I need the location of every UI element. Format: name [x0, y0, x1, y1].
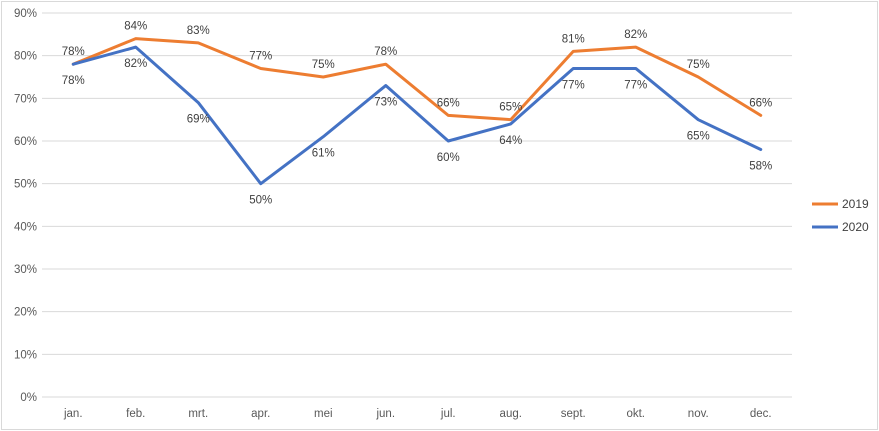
data-label-2019: 82%: [624, 29, 647, 41]
data-label-2019: 66%: [437, 97, 460, 109]
data-label-2019: 78%: [62, 46, 85, 58]
series-lines: [71, 37, 763, 186]
series-line-2020: [71, 45, 763, 186]
x-tick-label: sept.: [561, 408, 586, 420]
x-tick-label: jan.: [63, 408, 83, 420]
y-tick-label: 10%: [14, 349, 37, 361]
y-tick-label: 80%: [14, 51, 37, 63]
data-label-2019: 78%: [374, 46, 397, 58]
x-tick-label: dec.: [750, 408, 772, 420]
legend: 2019 2020: [812, 197, 869, 234]
data-labels: 78% 84% 83% 77% 75% 78% 66% 65% 81% 82% 75% 66% 78% 8…: [62, 21, 773, 207]
x-tick-label: mei: [314, 408, 333, 420]
data-label-2019: 65%: [499, 102, 522, 114]
x-tick-label: feb.: [126, 408, 145, 420]
data-label-2019: 75%: [312, 59, 335, 71]
data-label-2020: 73%: [374, 97, 397, 109]
y-tick-label: 40%: [14, 221, 37, 233]
data-label-2020: 58%: [749, 161, 772, 173]
data-label-2020: 65%: [687, 131, 710, 143]
x-tick-label: nov.: [688, 408, 709, 420]
data-label-2019: 75%: [687, 59, 710, 71]
x-tick-label: apr.: [251, 408, 270, 420]
legend-label-2019: 2019: [842, 197, 869, 211]
data-label-2019: 77%: [249, 50, 272, 62]
series-line-2019: [71, 37, 763, 122]
data-label-2020: 77%: [562, 79, 585, 91]
x-tick-label: jun.: [375, 408, 395, 420]
x-tick-label: mrt.: [188, 408, 208, 420]
y-tick-label: 70%: [14, 93, 37, 105]
data-label-2020: 69%: [187, 114, 210, 126]
data-label-2020: 82%: [124, 58, 147, 70]
data-label-2019: 83%: [187, 25, 210, 37]
data-label-2020: 64%: [499, 135, 522, 147]
y-tick-label: 30%: [14, 264, 37, 276]
data-label-2020: 77%: [624, 79, 647, 91]
x-tick-label: jul.: [440, 408, 456, 420]
data-label-2019: 66%: [749, 97, 772, 109]
y-tick-label: 20%: [14, 307, 37, 319]
x-axis-labels: jan. feb. mrt. apr. mei jun. jul. aug. sept. okt.…: [63, 408, 772, 420]
data-label-2019: 81%: [562, 33, 585, 45]
y-tick-label: 60%: [14, 136, 37, 148]
x-tick-label: aug.: [500, 408, 522, 420]
gridlines: [42, 12, 792, 398]
data-label-2020: 60%: [437, 152, 460, 164]
y-tick-label: 0%: [20, 392, 37, 404]
data-label-2019: 84%: [124, 21, 147, 33]
data-label-2020: 50%: [249, 195, 272, 207]
y-axis-labels: 0% 10% 20% 30% 40% 50% 60% 70% 80% 90%: [14, 8, 37, 404]
data-label-2020: 78%: [62, 75, 85, 87]
y-tick-label: 50%: [14, 179, 37, 191]
data-label-2020: 61%: [312, 148, 335, 160]
y-tick-label: 90%: [14, 8, 37, 20]
x-tick-label: okt.: [626, 408, 645, 420]
legend-label-2020: 2020: [842, 220, 869, 234]
